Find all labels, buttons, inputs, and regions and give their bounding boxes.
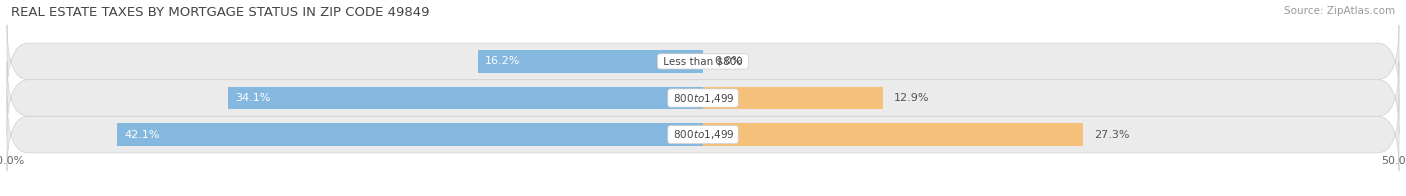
Text: 34.1%: 34.1% [235, 93, 271, 103]
FancyBboxPatch shape [7, 25, 1399, 98]
Text: Less than $800: Less than $800 [659, 56, 747, 66]
Bar [703, 87, 883, 109]
Bar [117, 123, 703, 146]
Text: 42.1%: 42.1% [124, 130, 159, 140]
Bar [228, 87, 703, 109]
Text: 0.0%: 0.0% [714, 56, 742, 66]
Text: 16.2%: 16.2% [485, 56, 520, 66]
Text: Source: ZipAtlas.com: Source: ZipAtlas.com [1284, 6, 1395, 16]
Text: 27.3%: 27.3% [1094, 130, 1129, 140]
Text: REAL ESTATE TAXES BY MORTGAGE STATUS IN ZIP CODE 49849: REAL ESTATE TAXES BY MORTGAGE STATUS IN … [11, 6, 430, 19]
Text: $800 to $1,499: $800 to $1,499 [671, 128, 735, 141]
Bar [478, 50, 703, 73]
Bar [703, 123, 1083, 146]
Text: 12.9%: 12.9% [894, 93, 929, 103]
Text: $800 to $1,499: $800 to $1,499 [671, 92, 735, 104]
FancyBboxPatch shape [7, 98, 1399, 171]
FancyBboxPatch shape [7, 61, 1399, 135]
